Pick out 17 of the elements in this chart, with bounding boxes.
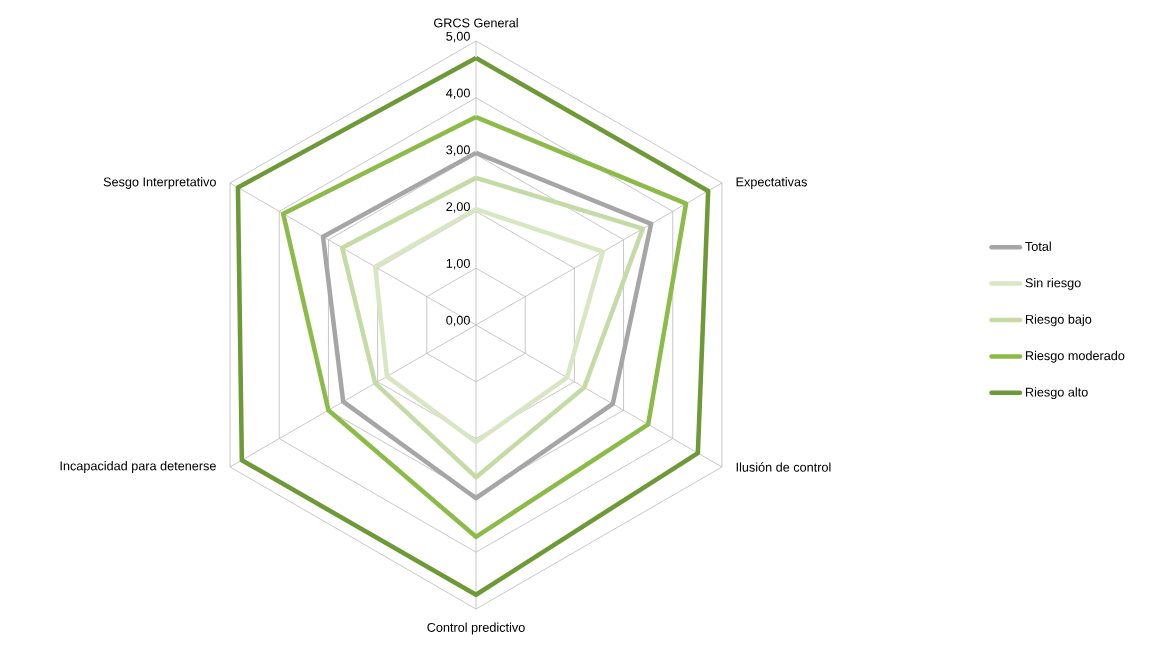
spoke-label: Control predictivo <box>427 622 525 635</box>
spoke-label: Expectativas <box>736 177 807 189</box>
legend-label: Sin riesgo <box>1025 278 1081 290</box>
spoke-label: Incapacidad para detenerse <box>60 461 216 473</box>
y-tick-label: 5,00 <box>446 31 470 43</box>
y-tick-label: 4,00 <box>446 88 470 100</box>
legend-label: Riesgo moderado <box>1025 350 1125 363</box>
y-tick-label: 2,00 <box>446 202 470 213</box>
y-tick-label: 3,00 <box>446 145 470 156</box>
spoke-label: Ilusión de control <box>736 462 831 472</box>
legend-label: Riesgo bajo <box>1025 314 1092 327</box>
legend-label: Riesgo alto <box>1025 387 1088 400</box>
spoke-label: GRCS General <box>434 18 518 28</box>
spoke-label: Sesgo Interpretativo <box>103 177 216 189</box>
y-tick-label: 1,00 <box>446 258 470 270</box>
y-tick-label: 0,00 <box>446 315 470 327</box>
legend-label: Total <box>1025 241 1051 251</box>
